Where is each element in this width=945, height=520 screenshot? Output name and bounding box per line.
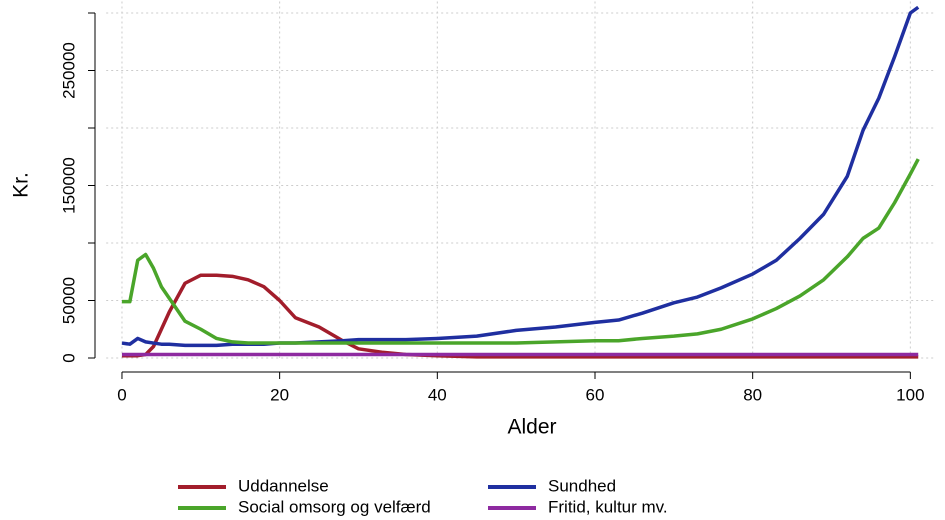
y-tick-label: 250000 bbox=[59, 42, 78, 99]
x-tick-label: 60 bbox=[586, 385, 605, 404]
legend-label: Social omsorg og velfærd bbox=[238, 497, 431, 516]
y-tick-label: 0 bbox=[59, 353, 78, 362]
y-axis-label: Kr. bbox=[10, 172, 33, 198]
line-series bbox=[121, 5, 920, 348]
y-tick-label: 150000 bbox=[59, 157, 78, 214]
y-tick-label: 50000 bbox=[59, 277, 78, 324]
legend-label: Uddannelse bbox=[238, 476, 329, 495]
x-tick-label: 100 bbox=[896, 385, 924, 404]
x-axis-label: Alder bbox=[507, 416, 556, 439]
x-tick-label: 40 bbox=[428, 385, 447, 404]
x-tick-label: 0 bbox=[117, 385, 126, 404]
x-tick-label: 80 bbox=[743, 385, 762, 404]
legend-label: Sundhed bbox=[548, 476, 616, 495]
line-series bbox=[121, 158, 920, 345]
legend-label: Fritid, kultur mv. bbox=[548, 497, 668, 516]
x-tick-label: 20 bbox=[270, 385, 289, 404]
